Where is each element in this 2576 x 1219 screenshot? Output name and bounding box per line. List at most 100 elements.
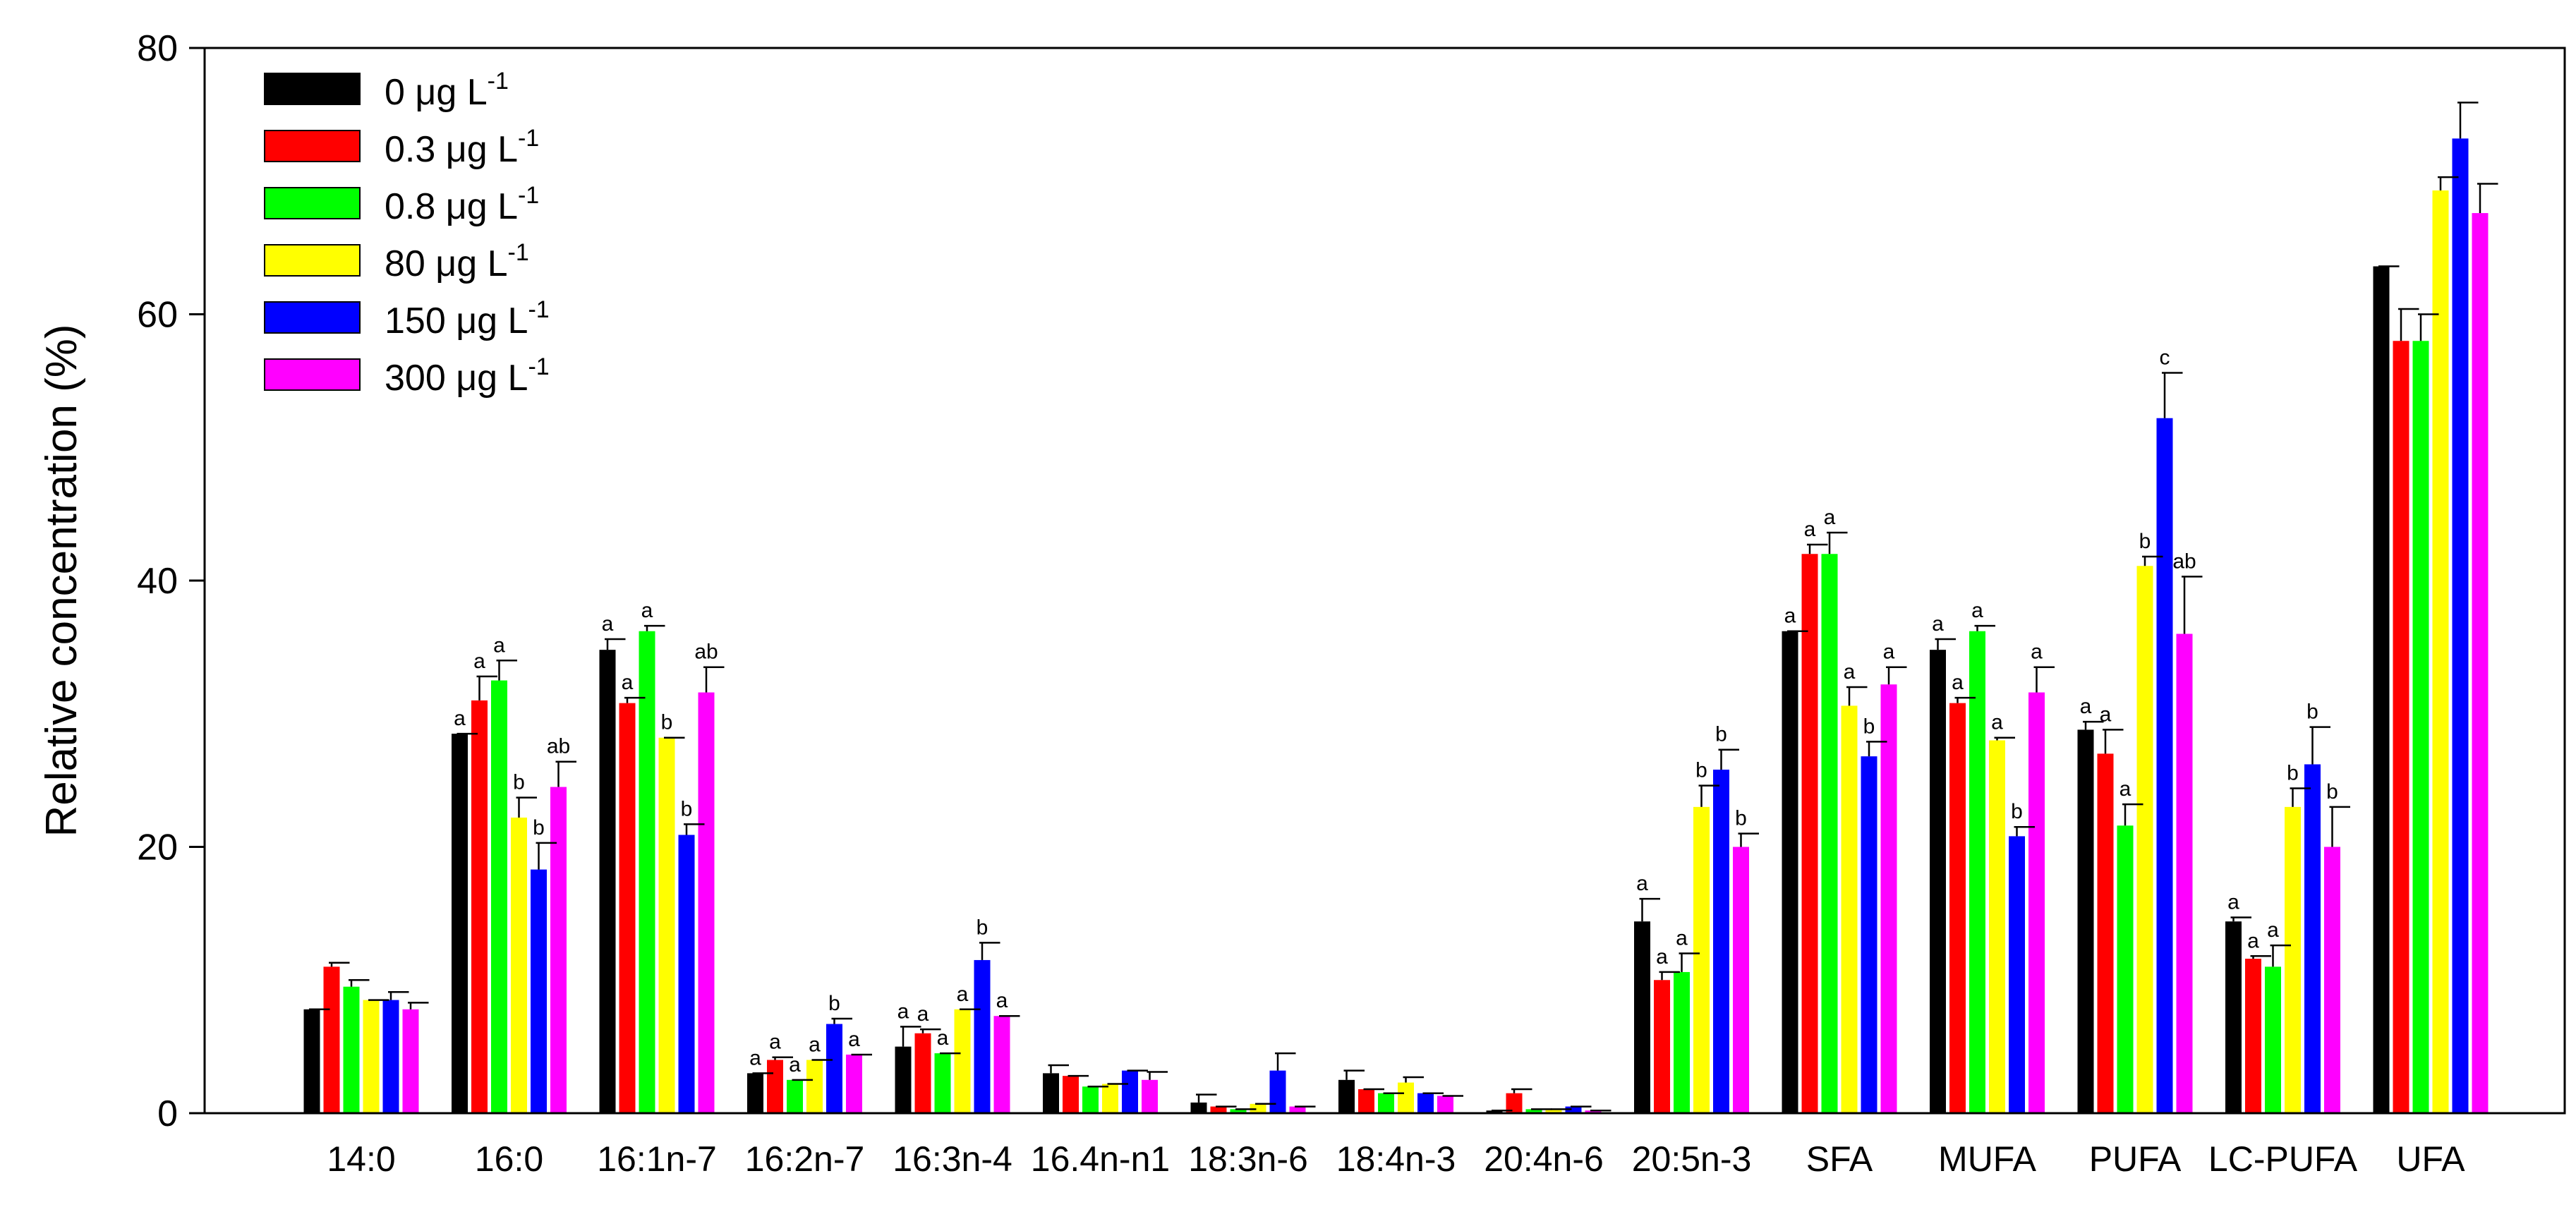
- significance-label: a: [641, 599, 653, 622]
- bar: [806, 1060, 823, 1113]
- significance-label: a: [1824, 506, 1836, 529]
- significance-label: ab: [694, 641, 718, 664]
- significance-label: a: [1784, 605, 1796, 628]
- significance-label: b: [681, 797, 693, 820]
- significance-label: a: [1971, 599, 1983, 622]
- significance-label: a: [1991, 711, 2003, 734]
- significance-label: b: [2139, 530, 2151, 553]
- bar: [698, 692, 715, 1113]
- bar: [2412, 341, 2429, 1113]
- y-axis-ticks: 0 20 40 60 80: [137, 28, 205, 1134]
- x-tick-label: LC-PUFA: [2208, 1139, 2358, 1179]
- bar: [1398, 1082, 1414, 1113]
- bar: [974, 959, 991, 1113]
- legend-label: 150 μg L-1: [385, 296, 550, 341]
- bar: [343, 986, 360, 1113]
- bar: [1782, 631, 1798, 1113]
- bar: [1437, 1096, 1453, 1113]
- bar: [2225, 921, 2242, 1113]
- significance-label: b: [2011, 800, 2023, 823]
- significance-label: a: [848, 1028, 860, 1051]
- bar: [1358, 1089, 1374, 1113]
- significance-label: b: [2306, 701, 2318, 724]
- significance-label: ab: [2172, 550, 2196, 573]
- bar: [914, 1033, 931, 1113]
- bar: [954, 1009, 971, 1113]
- significance-label: ab: [547, 735, 570, 758]
- significance-label: b: [533, 816, 545, 839]
- legend-swatch: [264, 130, 361, 162]
- bar: [1930, 650, 1946, 1113]
- bar: [619, 703, 636, 1113]
- y-tick-label: 0: [157, 1093, 178, 1134]
- bar: [2136, 566, 2153, 1113]
- bar: [1082, 1086, 1099, 1113]
- significance-label: a: [897, 1000, 909, 1023]
- significance-label: a: [622, 671, 634, 694]
- legend: 0 μg L-1 0.3 μg L-1 0.8 μg L-1 80 μg L-1 150…: [264, 68, 550, 399]
- bar: [993, 1016, 1010, 1113]
- x-tick-label: SFA: [1806, 1139, 1873, 1179]
- significance-label: b: [2287, 761, 2299, 784]
- bar: [1861, 756, 1877, 1113]
- bar: [787, 1079, 803, 1113]
- bar: [639, 631, 655, 1113]
- bar: [2156, 418, 2173, 1113]
- bar: [2245, 959, 2261, 1113]
- bar: [1821, 554, 1838, 1113]
- legend-swatch: [264, 73, 361, 105]
- y-tick-label: 80: [137, 28, 178, 69]
- significance-label: a: [1676, 927, 1688, 950]
- bar: [2028, 692, 2045, 1113]
- significance-label: b: [1863, 715, 1875, 738]
- significance-label: a: [1932, 612, 1944, 636]
- bar: [2009, 836, 2025, 1113]
- bar: [531, 869, 547, 1113]
- x-tick-label: 16:0: [475, 1139, 543, 1179]
- bar: [1250, 1103, 1266, 1113]
- bar: [1693, 806, 1710, 1113]
- y-tick-label: 60: [137, 295, 178, 336]
- bar: [678, 835, 695, 1113]
- x-tick-label: 14:0: [327, 1139, 395, 1179]
- significance-label: a: [2267, 918, 2279, 942]
- bar: [1585, 1110, 1602, 1113]
- x-axis-ticks: 14:0 16:0 16:1n-7 16:2n-7 16:3n-4 16.4n-n1 18:…: [327, 1139, 2465, 1179]
- significance-label: b: [1695, 759, 1707, 782]
- significance-label: a: [1636, 872, 1648, 895]
- significance-label: b: [828, 992, 840, 1015]
- bar: [826, 1024, 842, 1113]
- x-tick-label: MUFA: [1938, 1139, 2037, 1179]
- bar: [2304, 764, 2321, 1113]
- bar: [1230, 1109, 1247, 1113]
- legend-label: 0.8 μg L-1: [385, 182, 539, 227]
- bar: [1733, 847, 1749, 1113]
- significance-label: a: [749, 1046, 761, 1069]
- bar: [1949, 703, 1966, 1113]
- bar: [934, 1053, 951, 1113]
- bar: [1969, 631, 1985, 1113]
- bar: [1545, 1109, 1562, 1113]
- significance-label: a: [2247, 929, 2259, 952]
- bar: [550, 787, 567, 1113]
- bar: [382, 1000, 399, 1113]
- legend-swatch: [264, 301, 361, 334]
- error-bars-layer: [309, 102, 2498, 1112]
- bar: [2265, 966, 2281, 1113]
- bar: [2452, 138, 2469, 1114]
- significance-label: a: [493, 633, 505, 657]
- bar: [323, 966, 340, 1113]
- bar: [303, 1009, 320, 1113]
- bar: [363, 1000, 380, 1113]
- bar: [1417, 1093, 1434, 1113]
- bar: [846, 1054, 862, 1113]
- legend-swatch: [264, 244, 361, 277]
- bar: [2176, 633, 2193, 1113]
- significance-label: a: [602, 612, 614, 636]
- significance-label: a: [1656, 945, 1668, 969]
- x-tick-label: 18:4n-3: [1336, 1139, 1456, 1179]
- bar: [1801, 554, 1818, 1113]
- significance-label: a: [1952, 671, 1964, 694]
